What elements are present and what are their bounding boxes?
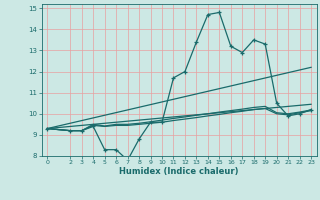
X-axis label: Humidex (Indice chaleur): Humidex (Indice chaleur): [119, 167, 239, 176]
